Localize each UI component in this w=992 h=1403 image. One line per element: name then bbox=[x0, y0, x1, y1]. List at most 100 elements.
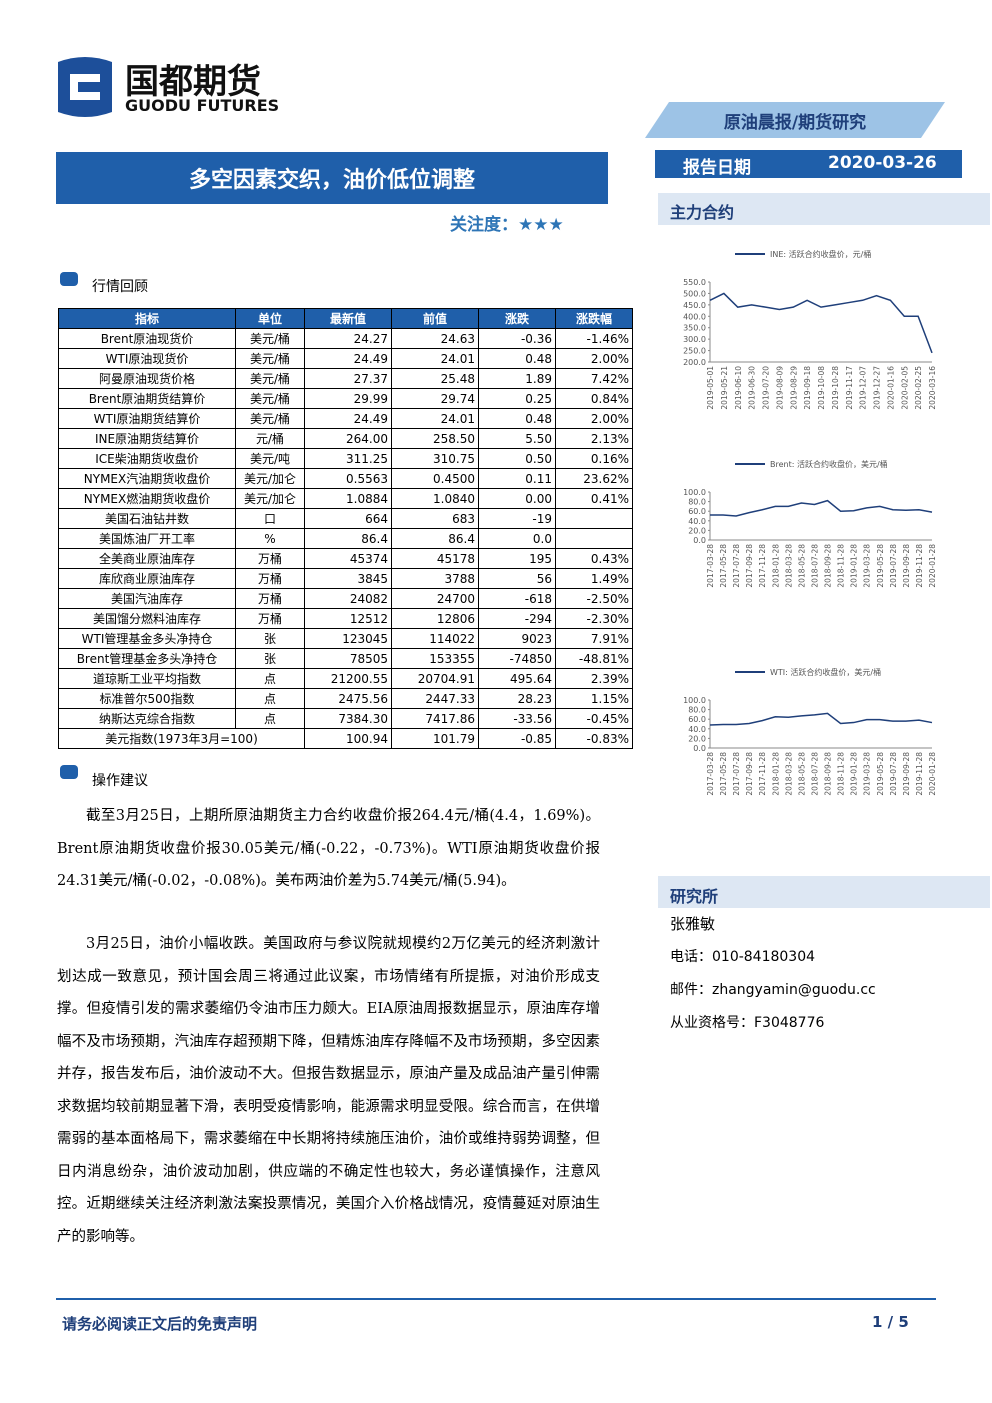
table-cell: 2.00% bbox=[555, 408, 633, 429]
table-cell: 美元/桶 bbox=[235, 388, 305, 409]
x-tick-label: 2019-06-10 bbox=[734, 366, 743, 410]
date-bar bbox=[655, 150, 962, 178]
table-header-cell: 前值 bbox=[391, 308, 479, 329]
x-tick-label: 2018-07-28 bbox=[810, 752, 819, 796]
x-tick-label: 2019-07-28 bbox=[889, 752, 898, 796]
table-cell: 56 bbox=[478, 568, 556, 589]
table-cell: 2.13% bbox=[555, 428, 633, 449]
table-cell: 12512 bbox=[304, 608, 392, 629]
x-tick-label: 2018-03-28 bbox=[784, 544, 793, 588]
table-cell: 3845 bbox=[304, 568, 392, 589]
table-cell: -33.56 bbox=[478, 708, 556, 729]
table-cell: 0.48 bbox=[478, 348, 556, 369]
table-cell: -74850 bbox=[478, 648, 556, 669]
table-cell: 0.43% bbox=[555, 548, 633, 569]
line-series bbox=[710, 499, 933, 517]
table-cell: 9023 bbox=[478, 628, 556, 649]
contact-email: 邮件：zhangyamin@guodu.cc bbox=[670, 982, 876, 998]
table-cell: -294 bbox=[478, 608, 556, 629]
section-heading: 行情回顾 bbox=[92, 279, 148, 295]
table-cell: 纳斯达克综合指数 bbox=[58, 708, 236, 729]
x-tick-label: 2017-05-28 bbox=[719, 752, 728, 796]
paragraph: 截至3月25日，上期所原油期货主力合约收盘价报264.4元/桶(4.4，1.69… bbox=[57, 808, 600, 889]
section-heading: 操作建议 bbox=[92, 773, 148, 789]
market-table: 指标 单位 最新值 前值 涨跌 涨跌幅 Brent原油现货价 美元/桶 24.27 24.63 -0… bbox=[58, 308, 633, 749]
table-cell: -0.45% bbox=[555, 708, 633, 729]
x-tick-label: 2019-11-17 bbox=[845, 366, 854, 410]
table-cell: WTI管理基金多头净持仓 bbox=[58, 628, 236, 649]
table-cell: Brent管理基金多头净持仓 bbox=[58, 648, 236, 669]
y-tick-label: 20.0 bbox=[688, 734, 706, 743]
table-row: WTI原油现货价 美元/桶 24.49 24.01 0.48 2.00% bbox=[58, 348, 633, 369]
table-cell: 310.75 bbox=[391, 448, 479, 469]
table-cell: 2.00% bbox=[555, 348, 633, 369]
table-cell: 311.25 bbox=[304, 448, 392, 469]
table-row: 标准普尔500指数点 2475.56 2447.33 28.23 1.15% bbox=[58, 688, 633, 709]
table-cell: 口 bbox=[235, 508, 305, 529]
table-row: 阿曼原油现货价格 美元/桶 27.37 25.48 1.89 7.42% bbox=[58, 368, 633, 389]
table-cell: 美元/吨 bbox=[235, 448, 305, 469]
table-cell: 1.0884 bbox=[304, 488, 392, 509]
table-cell: 张 bbox=[235, 628, 305, 649]
footer-rule bbox=[56, 1298, 936, 1300]
y-tick-label: 350.0 bbox=[683, 324, 706, 333]
y-tick-label: 550.0 bbox=[683, 278, 706, 287]
table-cell: 0.00 bbox=[478, 488, 556, 509]
x-tick-label: 2019-05-28 bbox=[876, 752, 885, 796]
table-row: NYMEX燃油期货收盘价 美元/加仑 1.0884 1.0840 0.00 0.41% bbox=[58, 488, 633, 509]
y-tick-label: 200.0 bbox=[683, 358, 706, 367]
table-cell: 美元/加仑 bbox=[235, 468, 305, 489]
table-cell: -0.83% bbox=[555, 728, 633, 749]
table-row: ICE柴油期货收盘价 美元/吨 311.25 310.75 0.50 0.16% bbox=[58, 448, 633, 469]
table-cell: 100.94 bbox=[304, 728, 392, 749]
x-tick-label: 2019-01-28 bbox=[850, 752, 859, 796]
table-cell: 美元/桶 bbox=[235, 368, 305, 389]
x-tick-label: 2018-05-28 bbox=[797, 752, 806, 796]
chart: WTI: 活跃合约收盘价，美元/桶 0.020.040.060.080.0100.… bbox=[683, 667, 937, 796]
table-cell: 0.16% bbox=[555, 448, 633, 469]
table-cell: % bbox=[235, 528, 305, 549]
logo-en: GUODU FUTURES bbox=[125, 96, 280, 115]
line-series bbox=[709, 712, 933, 726]
table-cell: WTI原油现货价 bbox=[58, 348, 236, 369]
table-cell: 45374 bbox=[304, 548, 392, 569]
logo-mark bbox=[58, 57, 112, 117]
table-row: 美国炼油厂开工率% 86.4 86.4 0.0 bbox=[58, 528, 633, 549]
y-tick-label: 80.0 bbox=[688, 498, 706, 507]
x-tick-label: 2019-08-09 bbox=[775, 366, 784, 410]
table-cell: 23.62% bbox=[555, 468, 633, 489]
x-tick-label: 2019-07-28 bbox=[889, 544, 898, 588]
table-cell: 美元指数(1973年3月=100) bbox=[58, 728, 305, 749]
table-cell: 美国汽油库存 bbox=[58, 588, 236, 609]
table-cell: 24.49 bbox=[304, 348, 392, 369]
logo-cn: 国都期货 bbox=[125, 62, 261, 102]
x-tick-label: 2017-07-28 bbox=[732, 544, 741, 588]
x-tick-label: 2020-02-25 bbox=[914, 366, 923, 410]
y-tick-label: 300.0 bbox=[683, 335, 706, 344]
table-cell: 86.4 bbox=[304, 528, 392, 549]
y-tick-label: 0.0 bbox=[693, 536, 706, 545]
x-tick-label: 2019-03-28 bbox=[863, 544, 872, 588]
table-cell: 29.99 bbox=[304, 388, 392, 409]
table-row: 美元指数(1973年3月=100) 100.94 101.79 -0.85 -0.83% bbox=[58, 728, 633, 749]
table-cell: -2.30% bbox=[555, 608, 633, 629]
table-row: 道琼斯工业平均指数点 21200.55 20704.91 495.64 2.39% bbox=[58, 668, 633, 689]
table-cell: 点 bbox=[235, 708, 305, 729]
table-cell: 0.48 bbox=[478, 408, 556, 429]
table-row: WTI原油期货结算价 美元/桶 24.49 24.01 0.48 2.00% bbox=[58, 408, 633, 429]
x-tick-label: 2019-12-07 bbox=[859, 366, 868, 410]
paragraph: 3月25日，油价小幅收跌。美国政府与参议院就规模约2万亿美元的经济刺激计划达成一… bbox=[57, 936, 600, 1245]
title: 多空因素交织，油价低位调整 bbox=[188, 168, 475, 193]
table-cell: 2447.33 bbox=[391, 688, 479, 709]
y-tick-label: 60.0 bbox=[688, 507, 706, 516]
x-tick-label: 2018-05-28 bbox=[797, 544, 806, 588]
table-cell: 27.37 bbox=[304, 368, 392, 389]
table-cell: INE原油期货结算价 bbox=[58, 428, 236, 449]
x-tick-label: 2020-02-05 bbox=[900, 366, 909, 410]
table-cell: 683 bbox=[391, 508, 479, 529]
section-heading: 研究所 bbox=[670, 887, 719, 906]
section-icon bbox=[60, 272, 78, 286]
x-tick-label: 2018-01-28 bbox=[771, 544, 780, 588]
table-cell: 24.01 bbox=[391, 408, 479, 429]
table-cell: 美元/桶 bbox=[235, 328, 305, 349]
